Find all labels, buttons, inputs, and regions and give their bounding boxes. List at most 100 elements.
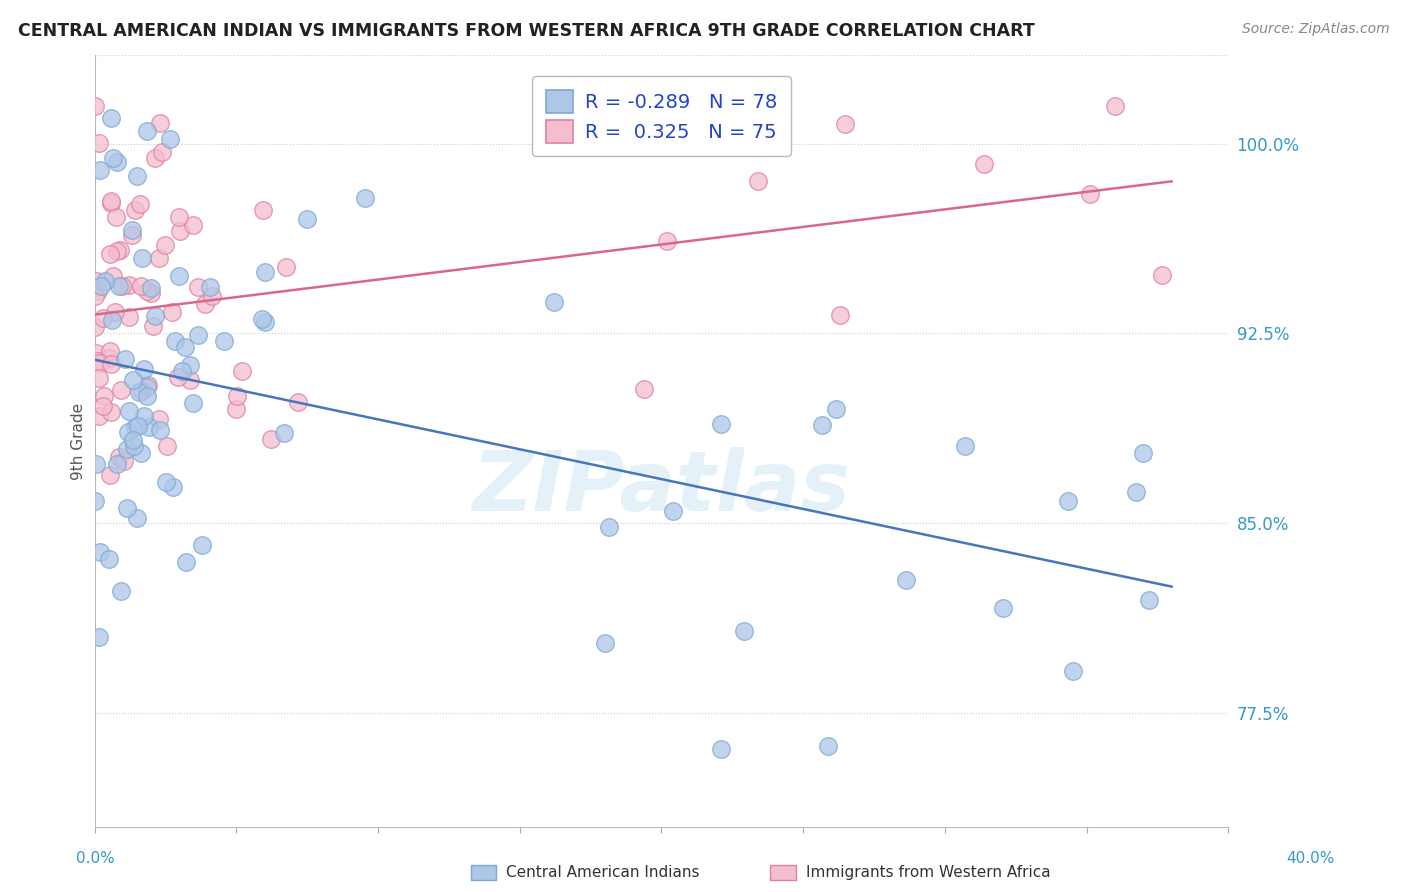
Text: Central American Indians: Central American Indians [506, 865, 700, 880]
Point [142, 319, 165, 334]
Point [86, 346, 108, 360]
Point [1057, 493, 1080, 508]
Point [817, 739, 839, 754]
Text: Immigrants from Western Africa: Immigrants from Western Africa [806, 865, 1050, 880]
Point [733, 624, 755, 639]
Point [828, 309, 851, 323]
Point [89, 162, 111, 177]
Point [174, 555, 197, 569]
Point [201, 289, 224, 303]
Point [149, 115, 172, 129]
Point [181, 395, 204, 409]
Point [187, 328, 209, 343]
Point [121, 227, 143, 242]
Point [118, 310, 141, 324]
Point [173, 340, 195, 354]
Point [710, 417, 733, 431]
Point [110, 279, 132, 293]
Point [187, 279, 209, 293]
Point [172, 364, 194, 378]
Point [747, 174, 769, 188]
Point [662, 504, 685, 518]
Point [87, 354, 110, 368]
Point [150, 145, 173, 159]
Point [110, 383, 132, 397]
Text: 0.0%: 0.0% [76, 851, 115, 865]
Point [212, 334, 235, 349]
Point [132, 362, 155, 376]
Point [127, 169, 149, 184]
Point [124, 420, 146, 434]
Point [89, 545, 111, 559]
Point [97, 351, 120, 365]
Point [143, 151, 166, 165]
Point [107, 457, 129, 471]
Point [179, 373, 201, 387]
Point [98, 468, 121, 483]
Point [191, 538, 214, 552]
Legend: R = -0.289   N = 78, R =  0.325   N = 75: R = -0.289 N = 78, R = 0.325 N = 75 [533, 77, 790, 156]
Point [973, 157, 995, 171]
Point [105, 210, 128, 224]
Point [252, 202, 274, 217]
Point [225, 389, 247, 403]
Point [132, 409, 155, 423]
Point [101, 151, 124, 165]
Point [155, 475, 177, 489]
Point [156, 439, 179, 453]
Point [105, 244, 128, 258]
Point [273, 425, 295, 440]
Point [179, 358, 201, 372]
Point [287, 395, 309, 409]
Point [136, 284, 159, 298]
Point [129, 446, 152, 460]
Point [124, 202, 146, 217]
Point [105, 155, 128, 169]
Point [810, 417, 832, 432]
Point [136, 380, 159, 394]
Point [122, 373, 145, 387]
Point [121, 222, 143, 236]
Point [127, 418, 149, 433]
Point [117, 403, 139, 417]
Point [131, 251, 153, 265]
Point [993, 600, 1015, 615]
Point [159, 132, 181, 146]
Point [167, 268, 190, 283]
Point [162, 305, 184, 319]
Text: CENTRAL AMERICAN INDIAN VS IMMIGRANTS FROM WESTERN AFRICA 9TH GRADE CORRELATION : CENTRAL AMERICAN INDIAN VS IMMIGRANTS FR… [18, 22, 1035, 40]
Point [181, 219, 204, 233]
Point [128, 385, 150, 400]
Point [194, 297, 217, 311]
Point [114, 352, 136, 367]
Point [274, 260, 297, 274]
Point [100, 195, 122, 210]
Point [139, 285, 162, 300]
Point [657, 235, 679, 249]
Point [122, 439, 145, 453]
Point [107, 450, 129, 465]
Point [100, 194, 122, 208]
Point [633, 382, 655, 396]
Point [86, 274, 108, 288]
Point [198, 280, 221, 294]
Text: 40.0%: 40.0% [1286, 851, 1334, 865]
Point [1062, 664, 1084, 678]
Point [129, 278, 152, 293]
Point [1125, 485, 1147, 500]
Point [253, 315, 276, 329]
Point [1078, 186, 1101, 201]
Point [87, 409, 110, 423]
Point [131, 384, 153, 399]
Point [167, 369, 190, 384]
Y-axis label: 9th Grade: 9th Grade [72, 402, 86, 480]
Point [100, 344, 122, 359]
Point [107, 279, 129, 293]
Point [93, 399, 115, 413]
Point [165, 334, 187, 348]
Point [91, 311, 114, 326]
Point [108, 243, 131, 257]
Point [87, 371, 110, 385]
Point [295, 211, 318, 226]
Point [100, 405, 122, 419]
